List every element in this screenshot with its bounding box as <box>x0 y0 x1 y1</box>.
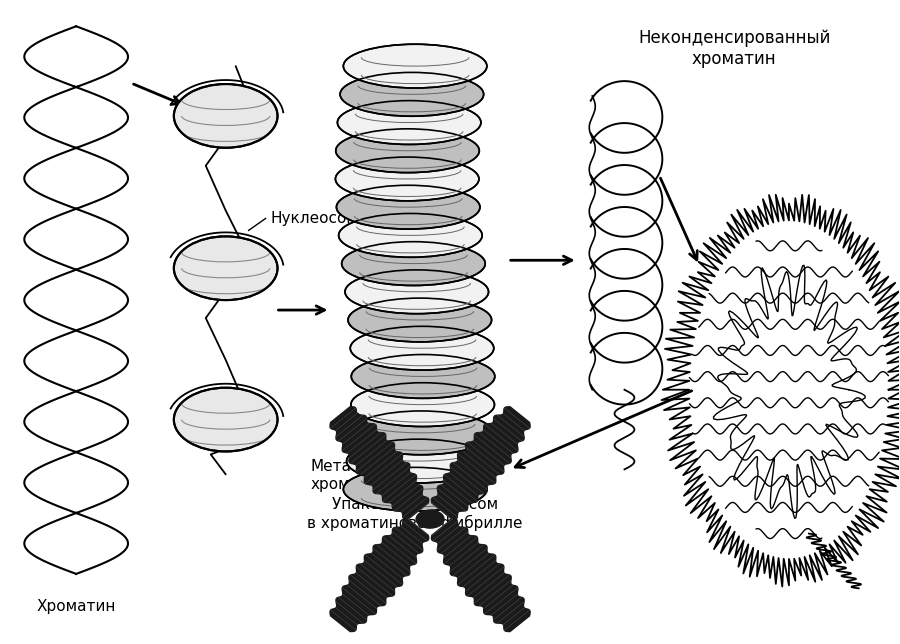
Text: Метафазная
хромосома: Метафазная хромосома <box>310 459 410 492</box>
Polygon shape <box>24 452 128 513</box>
Ellipse shape <box>338 100 481 144</box>
Ellipse shape <box>345 270 489 314</box>
Polygon shape <box>24 513 128 574</box>
Text: Упаковка нуклеосом
в хроматиновой фибрилле: Упаковка нуклеосом в хроматиновой фибрил… <box>308 497 523 531</box>
Polygon shape <box>24 391 128 452</box>
Polygon shape <box>24 209 128 270</box>
Polygon shape <box>24 86 128 147</box>
Ellipse shape <box>351 383 494 426</box>
Ellipse shape <box>336 129 480 173</box>
Polygon shape <box>431 407 530 520</box>
Ellipse shape <box>338 213 482 258</box>
Ellipse shape <box>346 439 490 483</box>
Polygon shape <box>24 330 128 391</box>
Ellipse shape <box>337 185 480 229</box>
Text: Неконденсированный
хроматин: Неконденсированный хроматин <box>638 29 831 68</box>
Polygon shape <box>24 270 128 330</box>
Ellipse shape <box>343 44 487 88</box>
Ellipse shape <box>174 236 277 300</box>
Ellipse shape <box>348 298 491 342</box>
Ellipse shape <box>174 388 277 451</box>
Polygon shape <box>330 519 428 632</box>
Ellipse shape <box>416 510 444 528</box>
Ellipse shape <box>351 355 495 399</box>
Ellipse shape <box>350 327 494 370</box>
Text: Хроматин: Хроматин <box>37 599 116 614</box>
Ellipse shape <box>342 242 485 285</box>
Polygon shape <box>330 407 428 520</box>
Text: Нуклеосома: Нуклеосома <box>271 211 368 226</box>
Ellipse shape <box>174 84 277 147</box>
Ellipse shape <box>336 157 479 201</box>
Polygon shape <box>431 519 530 632</box>
Ellipse shape <box>349 411 493 455</box>
Polygon shape <box>24 147 128 209</box>
Ellipse shape <box>343 468 487 511</box>
Ellipse shape <box>340 72 483 116</box>
Polygon shape <box>24 26 128 86</box>
